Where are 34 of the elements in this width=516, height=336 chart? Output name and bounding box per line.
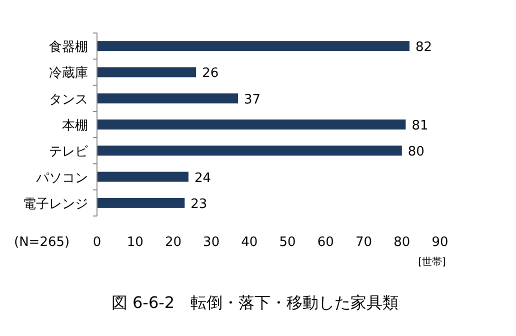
bar [97,120,406,130]
y-tick-label: パソコン [35,170,88,186]
x-tick-label: 60 [317,235,334,250]
x-axis-title: [世帯] [418,256,446,268]
text: 図 6-6-2 転倒・落下・移動した家具類 [111,293,399,312]
y-tick-label: 本棚 [62,118,88,134]
data-label: 81 [412,118,428,134]
y-tick-label: テレビ [49,144,89,160]
x-tick-label: 20 [164,235,182,250]
x-tick-label: 70 [356,235,372,250]
data-label: 82 [416,40,432,56]
x-tick-label: 80 [394,235,410,250]
bar [97,146,402,156]
data-label: 37 [244,92,261,108]
x-tick-label: 0 [92,235,102,250]
y-tick-label: 電子レンジ [23,196,88,212]
data-label: 23 [190,196,208,212]
y-tick-label: 食器棚 [49,40,88,56]
y-tick-label: タンス [49,92,88,108]
x-tick-label: 90 [432,235,448,250]
x-tick-label: 40 [241,235,258,250]
data-label: 80 [408,144,424,160]
x-tick-label: 10 [126,235,144,250]
x-tick-label: 50 [279,235,296,250]
bar [97,172,188,182]
x-tick-label: 30 [203,235,220,250]
data-label: 24 [194,170,212,186]
y-tick-label: 冷蔵庫 [49,65,88,82]
bar [97,198,185,208]
bar [97,41,410,52]
bar [97,67,196,78]
data-label: 26 [202,66,219,82]
bar [97,93,238,104]
text: (N=265) [14,235,70,250]
